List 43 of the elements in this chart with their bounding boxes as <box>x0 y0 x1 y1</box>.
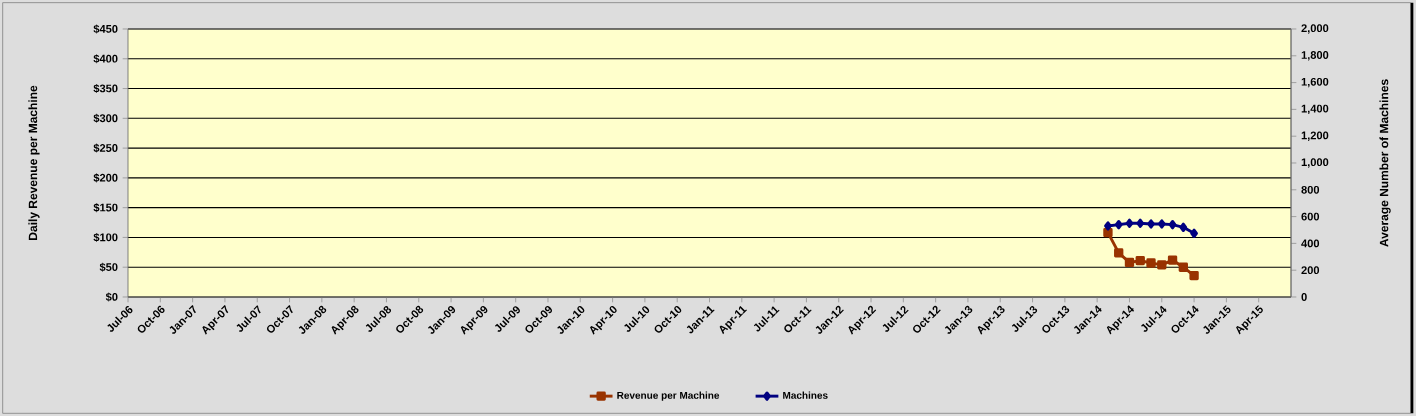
y-tick-label: $100 <box>93 232 118 242</box>
point <box>1147 219 1155 229</box>
point <box>1157 219 1166 229</box>
point <box>1190 228 1198 239</box>
y2-tick-label: 200 <box>1301 266 1320 275</box>
y2-tick-label: 1,800 <box>1301 51 1329 61</box>
legend-label: Revenue per Machine <box>617 391 720 401</box>
y-tick-label: $0 <box>105 292 118 302</box>
y-tick-label: $300 <box>93 113 118 123</box>
y-tick-label: $200 <box>93 173 118 183</box>
y-tick-label: $150 <box>93 203 118 213</box>
point <box>1146 258 1156 268</box>
y2-axis-title: Average Number of Machines <box>1379 79 1391 247</box>
y-axis-title: Daily Revenue per Machine <box>28 85 40 240</box>
point <box>1168 219 1177 230</box>
point <box>1114 248 1124 258</box>
point <box>1103 228 1113 238</box>
point <box>1135 255 1145 266</box>
y2-tick-label: 600 <box>1301 212 1320 221</box>
y2-tick-label: 2,000 <box>1301 24 1329 34</box>
point <box>1124 257 1135 268</box>
y-tick-label: $450 <box>93 24 118 34</box>
y-tick-label: $350 <box>93 84 118 94</box>
point <box>1189 270 1199 281</box>
y2-tick-label: 400 <box>1301 239 1320 248</box>
y2-tick-label: 1,000 <box>1301 158 1329 168</box>
point <box>1104 221 1112 231</box>
y2-tick-label: 0 <box>1301 293 1307 301</box>
point <box>1125 218 1134 228</box>
y-tick-label: $400 <box>93 54 118 64</box>
y2-tick-label: 800 <box>1301 185 1320 194</box>
point <box>1136 218 1145 228</box>
y-tick-label: $250 <box>93 143 118 153</box>
y2-tick-label: 1,600 <box>1301 77 1329 88</box>
y2-tick-label: 1,200 <box>1301 131 1329 141</box>
legend-label: Machines <box>783 391 828 399</box>
point <box>1179 222 1188 232</box>
y2-tick-label: 1,400 <box>1301 104 1329 115</box>
point <box>1178 262 1188 272</box>
point <box>1167 255 1178 265</box>
y-tick-label: $50 <box>99 262 118 272</box>
point <box>1157 260 1167 270</box>
point <box>1114 219 1123 230</box>
